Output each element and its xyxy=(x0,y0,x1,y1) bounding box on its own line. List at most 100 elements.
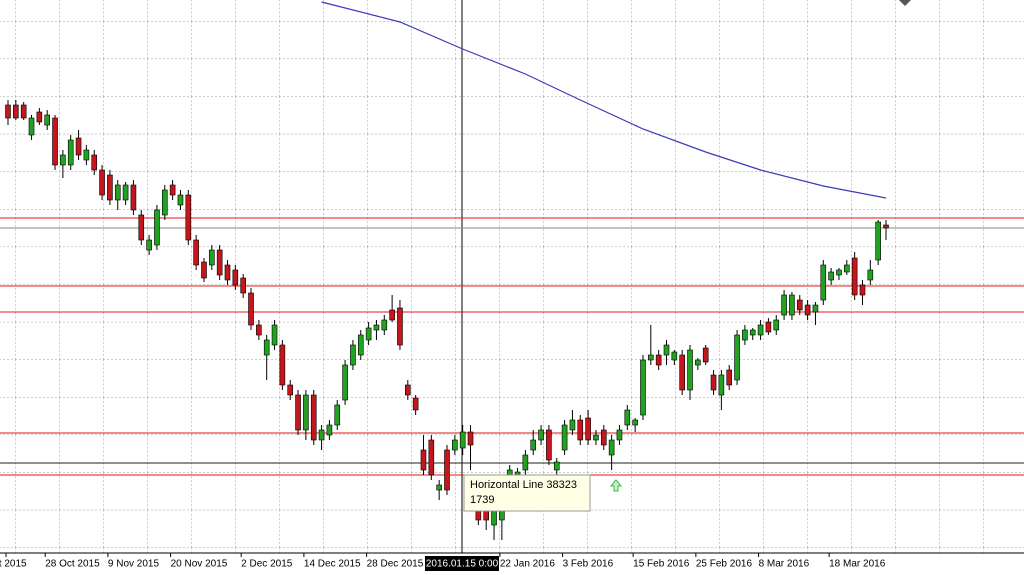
x-tick-label: 2 Dec 2015 xyxy=(241,559,293,570)
x-tick-label: 3 Feb 2016 xyxy=(563,559,614,570)
candle-body xyxy=(373,324,380,331)
candle-body xyxy=(844,264,850,273)
candle-body xyxy=(154,209,160,246)
candle-body xyxy=(820,264,827,301)
candle-body xyxy=(593,434,599,441)
candle-body xyxy=(538,429,544,441)
candle-body xyxy=(781,294,787,316)
candle-body xyxy=(83,149,90,161)
candle-body xyxy=(695,359,701,366)
candle-body xyxy=(169,184,176,196)
candle-body xyxy=(851,257,858,296)
candle-body xyxy=(224,264,231,281)
candle-body xyxy=(412,397,419,411)
candle-body xyxy=(295,394,301,431)
candle-body xyxy=(216,249,223,276)
candle-body xyxy=(648,354,654,361)
candle-body xyxy=(36,111,43,123)
candle-body xyxy=(796,299,803,311)
x-tick-label: Oct 2015 xyxy=(0,559,27,570)
candle-body xyxy=(107,174,113,201)
tooltip: Horizontal Line 38323 1739 xyxy=(463,474,591,512)
candle-body xyxy=(773,319,780,331)
candle-body xyxy=(467,431,474,446)
candle-body xyxy=(702,347,709,363)
candle-body xyxy=(640,359,646,416)
candle-body xyxy=(710,374,717,391)
tooltip-box xyxy=(463,474,591,512)
x-tick-label: 9 Nov 2015 xyxy=(108,559,160,570)
crosshair-label: 2016.01.15 0:00 xyxy=(426,559,499,570)
x-tick-label: 14 Dec 2015 xyxy=(304,559,361,570)
candle-body xyxy=(75,137,82,156)
candle-body xyxy=(256,324,262,336)
x-tick-label: 20 Nov 2015 xyxy=(171,559,228,570)
candle-body xyxy=(624,409,631,426)
candle-body xyxy=(146,239,152,251)
candle-body xyxy=(671,351,678,361)
candle-body xyxy=(185,194,192,241)
candle-body xyxy=(342,364,348,401)
candle-body xyxy=(875,221,881,261)
candle-body xyxy=(452,439,458,451)
candle-body xyxy=(420,449,427,471)
candle-body xyxy=(655,354,662,366)
candle-body xyxy=(20,104,27,119)
candle-body xyxy=(436,484,442,491)
candle-body xyxy=(326,424,333,436)
candle-body xyxy=(679,354,685,391)
candle-body xyxy=(734,334,740,381)
x-tick-label: 28 Oct 2015 xyxy=(45,559,100,570)
candle-body xyxy=(114,184,121,201)
candle-body xyxy=(491,509,497,526)
candle-body xyxy=(130,184,137,211)
candle-body xyxy=(122,184,129,201)
candle-body xyxy=(765,321,772,333)
candle-body xyxy=(303,394,309,431)
candle-body xyxy=(201,261,207,279)
candle-body xyxy=(350,344,356,366)
candle-body xyxy=(334,404,341,426)
candle-body xyxy=(209,249,215,266)
buy-arrow xyxy=(609,479,623,492)
candle-body xyxy=(687,349,693,391)
candle-body xyxy=(5,104,11,119)
candle-body xyxy=(271,324,278,346)
candle-body xyxy=(428,439,435,476)
x-tick-label: 15 Feb 2016 xyxy=(633,559,690,570)
candle-body xyxy=(553,461,560,471)
candle-body xyxy=(44,114,50,126)
tooltip-line: 1739 xyxy=(470,494,494,506)
candle-body xyxy=(177,194,184,206)
candle-body xyxy=(232,269,239,286)
candle-body xyxy=(749,329,756,336)
candle-body xyxy=(357,334,364,356)
candle-body xyxy=(28,117,35,136)
candle-body xyxy=(52,117,58,166)
candle-body xyxy=(263,339,270,356)
candle-body xyxy=(389,309,395,321)
candle-body xyxy=(99,169,105,196)
candle-body xyxy=(240,277,246,294)
x-tick-label: 8 Mar 2016 xyxy=(759,559,810,570)
candle-body xyxy=(67,139,74,166)
tooltip-line: Horizontal Line 38323 xyxy=(470,479,577,491)
x-tick-label: 25 Feb 2016 xyxy=(696,559,753,570)
x-tick-label: 18 Mar 2016 xyxy=(829,559,886,570)
candle-body xyxy=(600,429,607,446)
candle-body xyxy=(381,319,388,331)
candle-body xyxy=(828,271,834,281)
x-tick-label: 28 Dec 2015 xyxy=(367,559,424,570)
candle-body xyxy=(742,329,748,341)
candle-body xyxy=(530,439,537,451)
scroll-marker xyxy=(899,0,911,6)
candle-body xyxy=(663,344,670,356)
candle-body xyxy=(718,374,725,396)
candle-body xyxy=(616,429,623,441)
candle-body xyxy=(561,424,568,451)
candle-body xyxy=(883,224,889,229)
candle-body xyxy=(287,384,294,396)
candle-body xyxy=(365,327,372,341)
candle-body xyxy=(459,431,466,449)
